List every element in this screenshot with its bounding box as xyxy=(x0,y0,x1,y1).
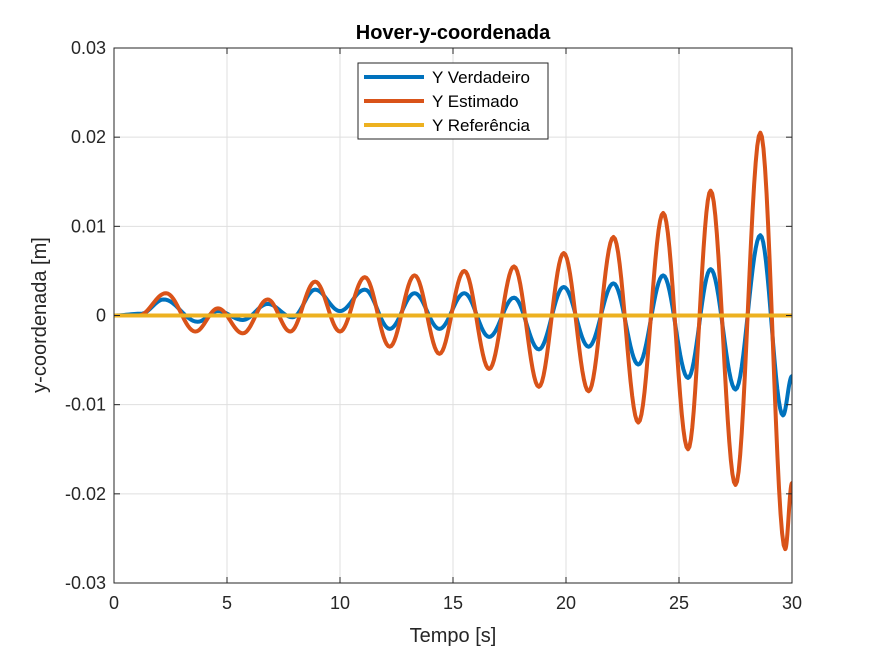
x-tick-label: 25 xyxy=(669,593,689,613)
y-tick-label: 0.03 xyxy=(71,38,106,58)
ticks: 0 5 10 15 20 25 30 -0.03 -0.02 -0.01 0 0.01 0.02 0.03 xyxy=(65,38,802,613)
y-tick-label: -0.01 xyxy=(65,395,106,415)
x-axis-label: Tempo [s] xyxy=(410,625,497,647)
y-tick-label: 0 xyxy=(96,306,106,326)
legend: Y Verdadeiro Y Estimado Y Referência xyxy=(357,62,549,140)
legend-label-y-verdadeiro: Y Verdadeiro xyxy=(432,68,530,87)
y-tick-label: 0.01 xyxy=(71,216,106,236)
y-tick-label: 0.02 xyxy=(71,127,106,147)
x-tick-label: 15 xyxy=(443,593,463,613)
x-tick-label: 30 xyxy=(782,593,802,613)
y-tick-label: -0.02 xyxy=(65,484,106,504)
y-tick-label: -0.03 xyxy=(65,573,106,593)
series-line-y-verdadeiro xyxy=(114,233,792,418)
x-tick-label: 10 xyxy=(330,593,350,613)
y-axis-label: y-coordenada [m] xyxy=(29,237,51,393)
chart-title: Hover-y-coordenada xyxy=(356,22,551,44)
series-layer xyxy=(114,130,792,552)
legend-label-y-referencia: Y Referência xyxy=(432,116,531,135)
x-tick-label: 0 xyxy=(109,593,119,613)
series-line-y-estimado xyxy=(114,130,792,552)
x-tick-label: 20 xyxy=(556,593,576,613)
x-tick-label: 5 xyxy=(222,593,232,613)
legend-label-y-estimado: Y Estimado xyxy=(432,92,519,111)
